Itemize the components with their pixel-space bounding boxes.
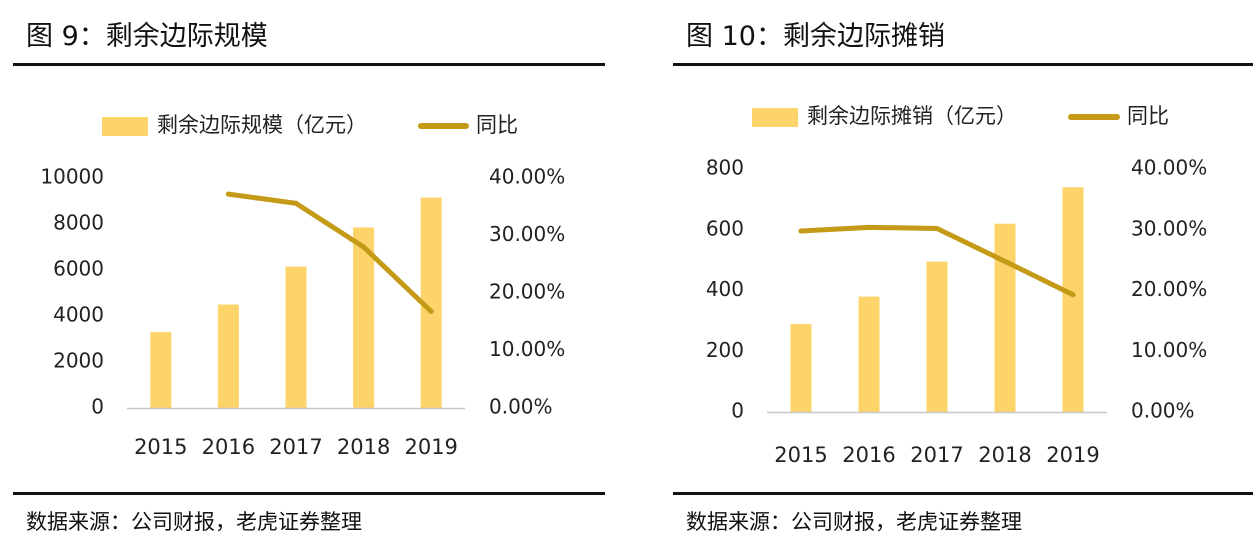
x-tick-label: 2016 <box>202 435 255 459</box>
line-point <box>866 224 872 230</box>
y-left-tick-label: 10000 <box>40 165 104 189</box>
y-left-tick-label: 6000 <box>53 257 104 281</box>
y-left-tick-label: 0 <box>731 399 744 423</box>
y-right-tick-label: 20.00% <box>1131 277 1207 301</box>
bar <box>858 296 880 412</box>
y-left-tick-label: 600 <box>706 216 744 240</box>
figure-9-bottom-rule <box>13 492 605 495</box>
bar <box>994 223 1016 412</box>
y-left-tick-label: 2000 <box>53 349 104 373</box>
y-right-tick-label: 10.00% <box>489 337 565 361</box>
line-point <box>293 200 299 206</box>
line-point <box>225 191 231 197</box>
x-tick-label: 2017 <box>910 443 963 467</box>
legend-bar-label: 剩余边际规模（亿元） <box>157 113 367 137</box>
figure-10-bottom-rule <box>673 492 1253 495</box>
y-right-tick-label: 20.00% <box>489 280 565 304</box>
line-point <box>428 308 434 314</box>
bar <box>285 266 307 408</box>
legend-bar-swatch <box>102 117 148 136</box>
bar <box>1062 187 1084 412</box>
y-right-tick-label: 30.00% <box>489 222 565 246</box>
y-left-tick-label: 800 <box>706 156 744 180</box>
figure-9: 图 9：剩余边际规模 剩余边际规模（亿元） 同比 0 2000 4000 6000 8000… <box>0 0 620 545</box>
figure-10: 图 10：剩余边际摊销 剩余边际摊销（亿元） 同比 0 200 400 600 800 0.0… <box>660 0 1258 545</box>
line-point <box>798 228 804 234</box>
y-right-tick-label: 30.00% <box>1131 216 1207 240</box>
legend-line-label: 同比 <box>1127 104 1169 128</box>
bar <box>420 197 442 408</box>
bar <box>150 332 172 408</box>
line-point <box>1070 292 1076 298</box>
x-tick-label: 2019 <box>404 435 457 459</box>
legend-line-label: 同比 <box>476 113 518 137</box>
bar <box>353 227 375 408</box>
legend-bar-swatch <box>752 108 798 127</box>
y-left-tick-label: 0 <box>91 395 104 419</box>
figure-10-title: 图 10：剩余边际摊销 <box>686 21 945 52</box>
y-left-tick-label: 200 <box>706 338 744 362</box>
x-tick-label: 2015 <box>134 435 187 459</box>
y-left-tick-label: 400 <box>706 277 744 301</box>
x-tick-label: 2016 <box>842 443 895 467</box>
x-tick-label: 2018 <box>978 443 1031 467</box>
y-right-tick-label: 40.00% <box>1131 156 1207 180</box>
y-left-tick-label: 4000 <box>53 303 104 327</box>
line-point <box>361 244 367 250</box>
line-point <box>1002 258 1008 264</box>
y-right-tick-label: 0.00% <box>1131 399 1195 423</box>
line-point <box>934 226 940 232</box>
figure-9-title: 图 9：剩余边际规模 <box>26 21 268 52</box>
x-tick-label: 2019 <box>1046 443 1099 467</box>
figure-10-chart: 剩余边际摊销（亿元） 同比 0 200 400 600 800 0.00% 10.00% 20.0… <box>706 104 1207 467</box>
bar <box>926 261 948 412</box>
x-tick-label: 2017 <box>269 435 322 459</box>
y-right-tick-label: 40.00% <box>489 165 565 189</box>
figure-9-source: 数据来源：公司财报，老虎证券整理 <box>26 510 362 534</box>
bar <box>217 304 239 408</box>
series-line <box>225 191 434 314</box>
bar <box>790 323 812 412</box>
y-right-tick-label: 10.00% <box>1131 338 1207 362</box>
x-tick-label: 2018 <box>337 435 390 459</box>
figure-10-source: 数据来源：公司财报，老虎证券整理 <box>686 510 1022 534</box>
y-left-tick-label: 8000 <box>53 211 104 235</box>
figure-9-chart: 剩余边际规模（亿元） 同比 0 2000 4000 6000 8000 10000 0.00% 1… <box>40 113 565 459</box>
x-tick-label: 2015 <box>774 443 827 467</box>
legend-bar-label: 剩余边际摊销（亿元） <box>807 104 1017 128</box>
y-right-tick-label: 0.00% <box>489 395 553 419</box>
figure-10-top-rule <box>673 63 1253 66</box>
figure-9-top-rule <box>13 63 605 66</box>
